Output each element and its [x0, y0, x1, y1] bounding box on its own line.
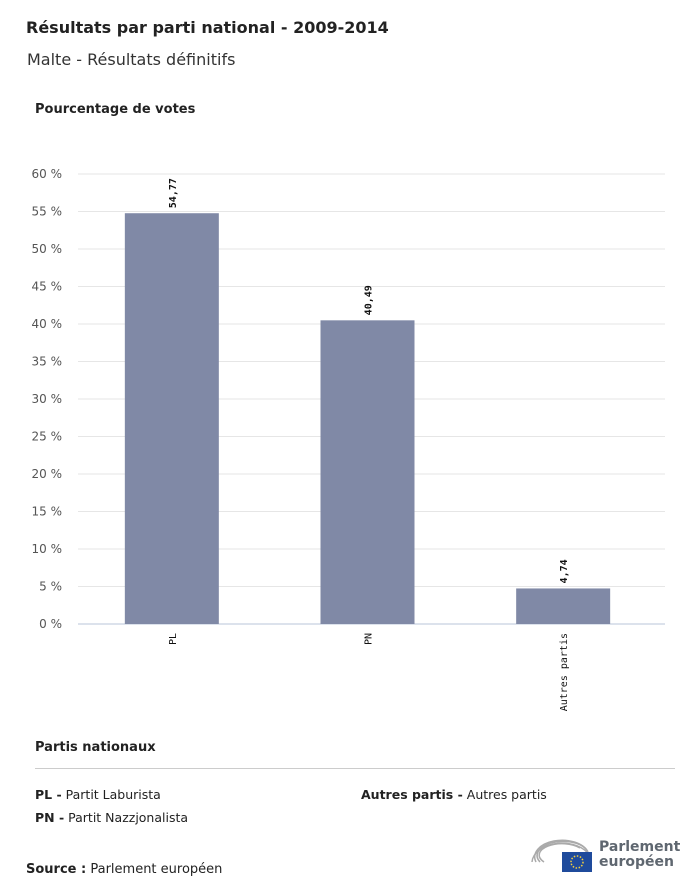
y-tick-label: 60 %: [32, 167, 63, 181]
y-tick-label: 55 %: [32, 205, 63, 219]
legend-item-pn: PN - Partit Nazzjonalista: [35, 810, 188, 825]
logo-text-line: européen: [599, 854, 674, 870]
legend-abbr: PN -: [35, 810, 65, 825]
legend-item-autres: Autres partis - Autres partis: [361, 787, 547, 802]
y-tick-label: 10 %: [32, 542, 63, 556]
bar-chart: 0 % 5 % 10 % 15 % 20 % 25 % 30 % 35 % 40 % 45 % 50…: [32, 167, 665, 711]
legend-item-pl: PL - Partit Laburista: [35, 787, 161, 802]
source-text: Parlement européen: [90, 862, 223, 877]
x-tick-label: PN: [364, 633, 375, 645]
y-tick-label: 45 %: [32, 280, 63, 294]
x-tick-label: Autres partis: [559, 633, 570, 711]
data-label: 54,77: [168, 178, 179, 208]
logo-text-line: Parlement: [599, 839, 681, 855]
source: Source : Parlement européen: [26, 862, 222, 877]
source-label: Source :: [26, 862, 87, 877]
data-label: 40,49: [364, 285, 375, 315]
y-tick-label: 15 %: [32, 505, 63, 519]
data-label: 4,74: [559, 559, 570, 583]
y-tick-label: 25 %: [32, 430, 63, 444]
legend-abbr: PL -: [35, 787, 62, 802]
legend-name: Autres partis: [466, 787, 547, 802]
parlement-europeen-logo: Parlement européen: [528, 836, 688, 876]
chart-subtitle: Malte - Résultats définitifs: [27, 50, 236, 69]
legend-title: Partis nationaux: [35, 740, 156, 755]
hemicycle-icon: [531, 839, 592, 872]
y-tick-label: 50 %: [32, 242, 63, 256]
y-axis-label: Pourcentage de votes: [35, 102, 196, 117]
y-tick-label: 5 %: [39, 580, 62, 594]
legend-divider: [35, 768, 675, 769]
bar: [124, 213, 219, 624]
logo-text: Parlement européen: [599, 840, 680, 870]
y-tick-label: 0 %: [39, 617, 62, 631]
chart-title: Résultats par parti national - 2009-2014: [26, 18, 389, 37]
bar: [516, 588, 611, 624]
y-tick-label: 30 %: [32, 392, 63, 406]
y-tick-label: 40 %: [32, 317, 63, 331]
x-tick-label: PL: [168, 633, 179, 645]
legend-abbr: Autres partis -: [361, 787, 463, 802]
bar: [320, 320, 415, 624]
legend-name: Partit Nazzjonalista: [68, 810, 189, 825]
y-tick-label: 35 %: [32, 355, 63, 369]
y-tick-label: 20 %: [32, 467, 63, 481]
legend-name: Partit Laburista: [65, 787, 161, 802]
